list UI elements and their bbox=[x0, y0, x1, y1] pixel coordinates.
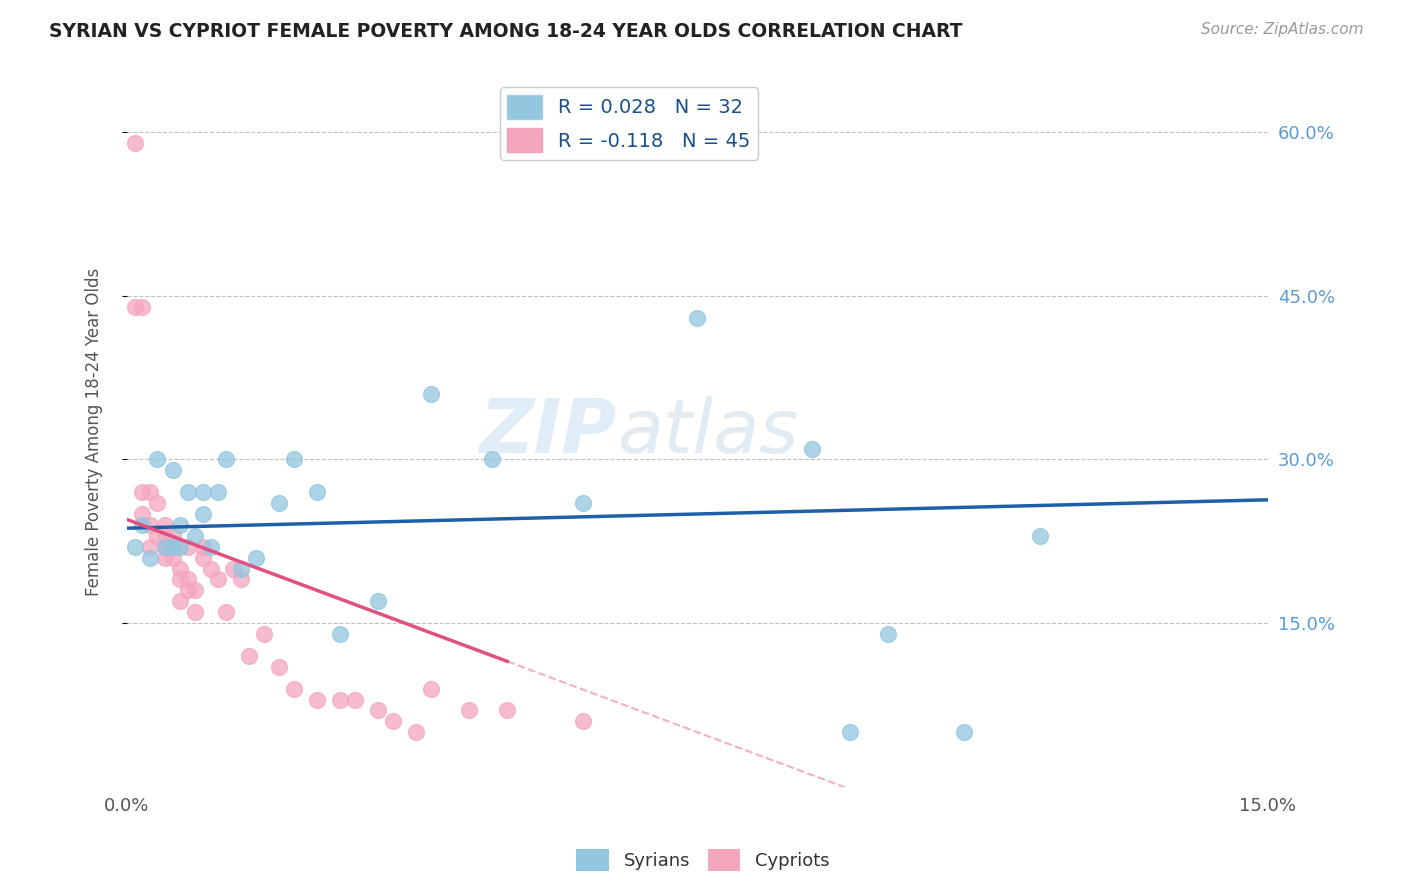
Point bbox=[177, 540, 200, 554]
Point bbox=[207, 485, 229, 500]
Point bbox=[138, 540, 160, 554]
Point bbox=[329, 627, 352, 641]
Point bbox=[191, 507, 214, 521]
Point bbox=[876, 627, 898, 641]
Point bbox=[184, 605, 207, 619]
Point bbox=[207, 573, 229, 587]
Point bbox=[481, 452, 503, 467]
Point bbox=[184, 529, 207, 543]
Point bbox=[153, 540, 176, 554]
Text: Source: ZipAtlas.com: Source: ZipAtlas.com bbox=[1201, 22, 1364, 37]
Point bbox=[229, 561, 252, 575]
Legend: Syrians, Cypriots: Syrians, Cypriots bbox=[569, 842, 837, 879]
Point bbox=[222, 561, 245, 575]
Point bbox=[138, 485, 160, 500]
Point bbox=[153, 540, 176, 554]
Point bbox=[153, 550, 176, 565]
Point bbox=[184, 583, 207, 598]
Point bbox=[267, 660, 290, 674]
Point bbox=[138, 550, 160, 565]
Point bbox=[131, 507, 153, 521]
Text: ZIP: ZIP bbox=[481, 396, 617, 468]
Point bbox=[267, 496, 290, 510]
Point bbox=[283, 681, 305, 696]
Point bbox=[169, 517, 191, 532]
Point bbox=[458, 703, 481, 717]
Point bbox=[191, 540, 214, 554]
Point bbox=[572, 714, 595, 729]
Point bbox=[800, 442, 823, 456]
Legend: R = 0.028   N = 32, R = -0.118   N = 45: R = 0.028 N = 32, R = -0.118 N = 45 bbox=[499, 87, 758, 160]
Point bbox=[382, 714, 405, 729]
Point bbox=[131, 517, 153, 532]
Point bbox=[177, 573, 200, 587]
Point bbox=[169, 540, 191, 554]
Point bbox=[307, 692, 329, 706]
Point bbox=[200, 540, 222, 554]
Point bbox=[162, 540, 184, 554]
Y-axis label: Female Poverty Among 18-24 Year Olds: Female Poverty Among 18-24 Year Olds bbox=[86, 268, 103, 596]
Point bbox=[124, 540, 146, 554]
Point bbox=[124, 300, 146, 314]
Text: atlas: atlas bbox=[617, 396, 799, 468]
Point bbox=[169, 561, 191, 575]
Point bbox=[162, 463, 184, 477]
Point bbox=[200, 561, 222, 575]
Point bbox=[420, 387, 443, 401]
Point bbox=[238, 648, 260, 663]
Point bbox=[245, 550, 267, 565]
Point bbox=[162, 550, 184, 565]
Point bbox=[131, 300, 153, 314]
Point bbox=[952, 725, 974, 739]
Point bbox=[572, 496, 595, 510]
Point bbox=[1028, 529, 1050, 543]
Point bbox=[253, 627, 276, 641]
Point bbox=[367, 594, 389, 608]
Point bbox=[177, 583, 200, 598]
Point bbox=[153, 517, 176, 532]
Point bbox=[191, 550, 214, 565]
Point bbox=[146, 452, 169, 467]
Point bbox=[146, 529, 169, 543]
Point bbox=[153, 529, 176, 543]
Point bbox=[329, 692, 352, 706]
Point bbox=[229, 573, 252, 587]
Point bbox=[405, 725, 427, 739]
Point bbox=[686, 310, 709, 325]
Point bbox=[169, 594, 191, 608]
Point bbox=[146, 496, 169, 510]
Point bbox=[162, 529, 184, 543]
Text: SYRIAN VS CYPRIOT FEMALE POVERTY AMONG 18-24 YEAR OLDS CORRELATION CHART: SYRIAN VS CYPRIOT FEMALE POVERTY AMONG 1… bbox=[49, 22, 963, 41]
Point bbox=[169, 573, 191, 587]
Point bbox=[215, 452, 238, 467]
Point bbox=[177, 485, 200, 500]
Point bbox=[138, 517, 160, 532]
Point bbox=[344, 692, 367, 706]
Point bbox=[367, 703, 389, 717]
Point bbox=[496, 703, 519, 717]
Point bbox=[215, 605, 238, 619]
Point bbox=[420, 681, 443, 696]
Point bbox=[283, 452, 305, 467]
Point bbox=[838, 725, 860, 739]
Point bbox=[131, 485, 153, 500]
Point bbox=[307, 485, 329, 500]
Point bbox=[124, 136, 146, 150]
Point bbox=[191, 485, 214, 500]
